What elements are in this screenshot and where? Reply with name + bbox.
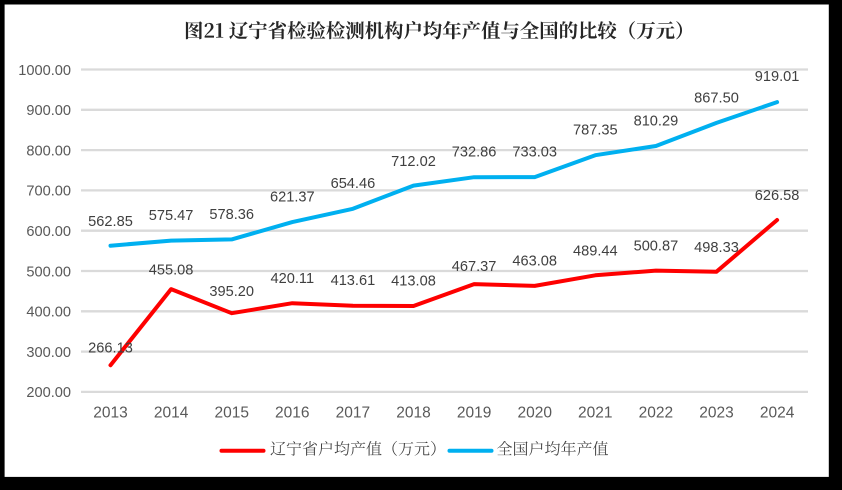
svg-text:413.61: 413.61	[331, 273, 376, 289]
svg-text:732.86: 732.86	[452, 145, 497, 161]
svg-text:2024: 2024	[760, 404, 795, 421]
svg-text:712.02: 712.02	[391, 154, 436, 170]
svg-text:2013: 2013	[93, 404, 127, 421]
svg-text:455.08: 455.08	[149, 262, 194, 278]
svg-text:2015: 2015	[214, 404, 248, 421]
svg-text:2014: 2014	[154, 404, 189, 421]
svg-text:1000.00: 1000.00	[18, 63, 71, 79]
svg-text:2016: 2016	[275, 404, 309, 421]
svg-text:489.44: 489.44	[573, 244, 618, 260]
svg-text:2017: 2017	[336, 404, 370, 421]
svg-text:562.85: 562.85	[88, 214, 133, 230]
svg-text:787.35: 787.35	[573, 123, 618, 139]
svg-text:900.00: 900.00	[26, 103, 71, 119]
svg-text:733.03: 733.03	[512, 145, 557, 161]
svg-text:700.00: 700.00	[26, 184, 71, 200]
svg-text:420.11: 420.11	[271, 271, 315, 287]
svg-text:626.58: 626.58	[755, 188, 800, 204]
svg-text:919.01: 919.01	[755, 69, 800, 85]
svg-text:2020: 2020	[517, 404, 552, 421]
svg-text:654.46: 654.46	[331, 176, 376, 192]
svg-text:300.00: 300.00	[26, 345, 71, 361]
svg-text:498.33: 498.33	[694, 240, 739, 256]
svg-text:867.50: 867.50	[694, 90, 739, 106]
svg-text:800.00: 800.00	[26, 143, 71, 159]
svg-text:395.20: 395.20	[209, 284, 254, 300]
svg-text:575.47: 575.47	[149, 208, 194, 224]
svg-text:400.00: 400.00	[26, 305, 71, 321]
svg-text:2023: 2023	[699, 404, 733, 421]
svg-text:2018: 2018	[396, 404, 430, 421]
svg-text:2022: 2022	[639, 404, 673, 421]
svg-text:621.37: 621.37	[270, 190, 315, 206]
svg-text:200.00: 200.00	[26, 385, 71, 401]
svg-text:2021: 2021	[578, 404, 612, 421]
svg-text:463.08: 463.08	[512, 254, 557, 270]
svg-text:500.00: 500.00	[26, 264, 71, 280]
svg-text:2019: 2019	[457, 404, 491, 421]
svg-text:467.37: 467.37	[452, 259, 497, 275]
svg-text:413.08: 413.08	[391, 273, 436, 289]
svg-text:578.36: 578.36	[209, 207, 254, 223]
svg-text:810.29: 810.29	[634, 113, 679, 129]
svg-text:266.13: 266.13	[88, 340, 133, 356]
svg-text:500.87: 500.87	[634, 238, 679, 254]
svg-text:600.00: 600.00	[26, 224, 71, 240]
